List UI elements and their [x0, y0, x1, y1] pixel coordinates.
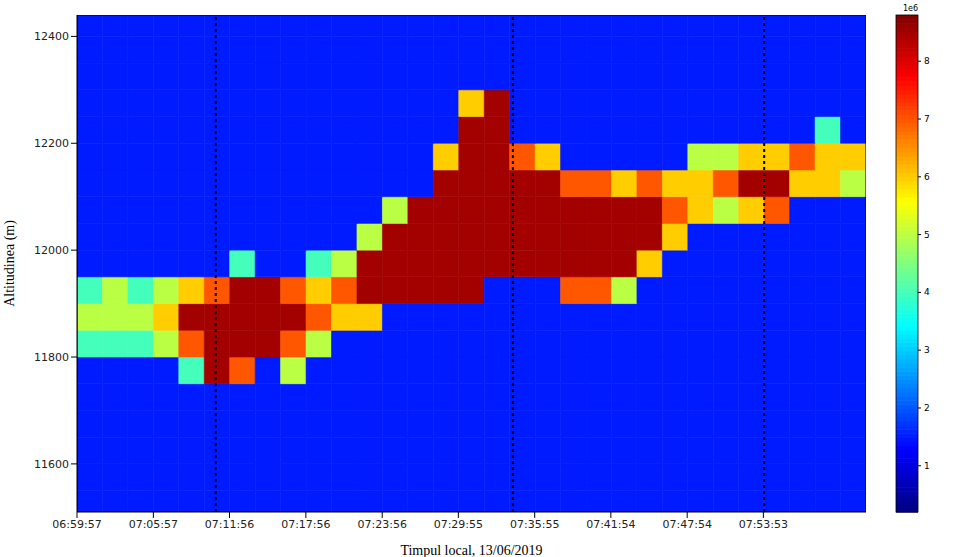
svg-text:06:59:57: 06:59:57 — [52, 518, 101, 531]
svg-text:07:23:56: 07:23:56 — [358, 518, 407, 531]
svg-text:12400: 12400 — [34, 30, 69, 43]
svg-text:11800: 11800 — [34, 351, 69, 364]
svg-text:07:41:54: 07:41:54 — [586, 518, 635, 531]
svg-text:2: 2 — [924, 403, 930, 413]
svg-text:12000: 12000 — [34, 244, 69, 257]
svg-text:07:29:55: 07:29:55 — [434, 518, 483, 531]
svg-text:7: 7 — [924, 114, 930, 124]
svg-text:07:47:54: 07:47:54 — [662, 518, 711, 531]
svg-text:07:35:55: 07:35:55 — [510, 518, 559, 531]
svg-text:1: 1 — [924, 461, 930, 471]
svg-text:07:05:57: 07:05:57 — [129, 518, 178, 531]
svg-text:1e6: 1e6 — [903, 4, 918, 13]
svg-text:Timpul local, 13/06/2019: Timpul local, 13/06/2019 — [400, 543, 542, 557]
svg-text:07:17:56: 07:17:56 — [281, 518, 330, 531]
svg-text:07:53:53: 07:53:53 — [739, 518, 788, 531]
svg-text:07:11:56: 07:11:56 — [205, 518, 254, 531]
svg-text:8: 8 — [924, 56, 930, 66]
svg-text:11600: 11600 — [34, 458, 69, 471]
svg-text:4: 4 — [924, 287, 930, 297]
svg-text:5: 5 — [924, 230, 930, 240]
svg-text:6: 6 — [924, 172, 930, 182]
svg-text:12200: 12200 — [34, 137, 69, 150]
svg-text:Altitudinea (m): Altitudinea (m) — [2, 220, 18, 307]
svg-text:3: 3 — [924, 345, 930, 355]
